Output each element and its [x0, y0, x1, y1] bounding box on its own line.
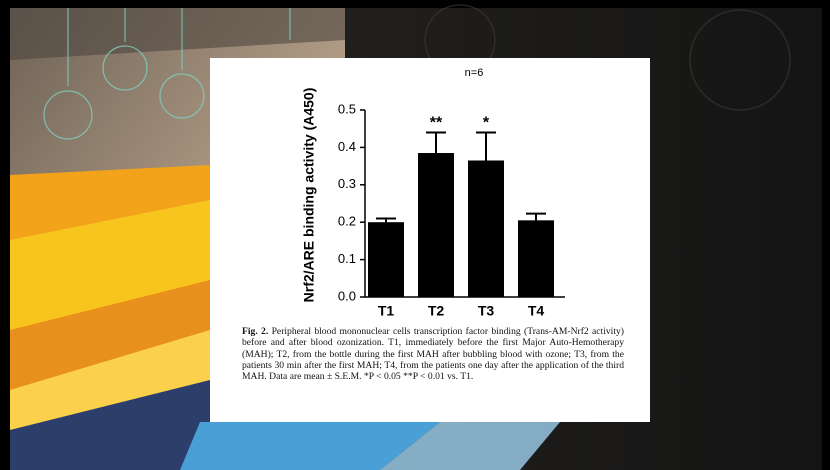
error-bar [476, 132, 496, 160]
caption: Fig. 2. Peripheral blood mononuclear cel… [242, 326, 624, 382]
slide: {"chart_data": {"type": "bar", "title": … [0, 0, 830, 470]
significance-marker: * [483, 115, 490, 132]
y-tick-label: 0.2 [338, 214, 356, 229]
x-tick-label: T4 [528, 303, 545, 319]
x-tick-label: T3 [478, 303, 495, 319]
y-tick-label: 0.5 [338, 101, 356, 116]
chart: n=6 Nrf2/ARE binding activity (A450) 0.0… [210, 58, 650, 323]
chart-title: n=6 [465, 67, 484, 79]
caption-text: Peripheral blood mononuclear cells trans… [242, 326, 624, 382]
y-tick-label: 0.1 [338, 251, 356, 266]
y-axis-label: Nrf2/ARE binding activity (A450) [301, 88, 317, 303]
error-bar [376, 218, 396, 222]
error-bar [526, 214, 546, 221]
significance-marker: ** [430, 115, 443, 132]
caption-label: Fig. 2. [242, 326, 268, 337]
error-bar [426, 132, 446, 153]
bar [368, 222, 404, 297]
bar [518, 220, 554, 297]
y-tick-label: 0.0 [338, 288, 356, 303]
y-tick-label: 0.4 [338, 139, 356, 154]
bar [418, 153, 454, 297]
x-tick-label: T2 [428, 303, 445, 319]
y-tick-label: 0.3 [338, 176, 356, 191]
bar [468, 160, 504, 297]
x-tick-label: T1 [378, 303, 395, 319]
figure: n=6 Nrf2/ARE binding activity (A450) 0.0… [210, 58, 650, 422]
